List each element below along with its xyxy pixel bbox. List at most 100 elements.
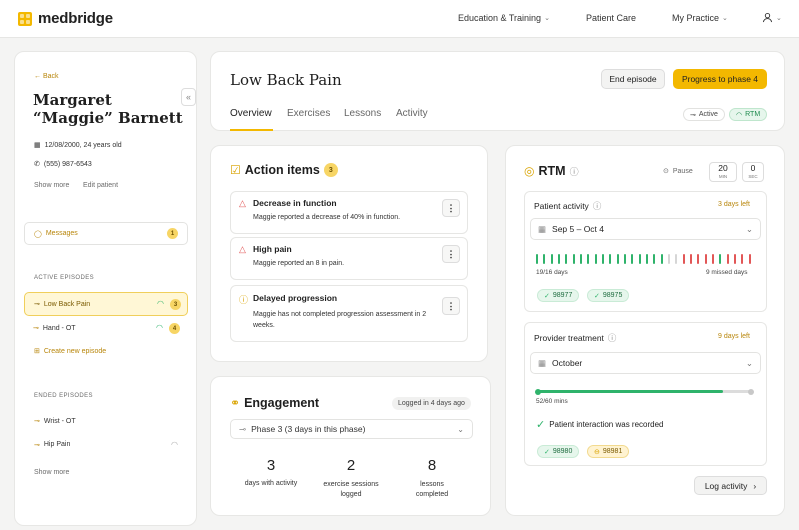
warning-triangle-icon: △ [239,198,246,208]
provider-days-left: 9 days left [718,333,750,340]
more-options-icon[interactable]: ⋮ [442,297,460,315]
activity-day-tick [675,254,678,264]
activity-missed-days: 9 missed days [706,269,748,276]
timer-sec-label: SEC [748,174,758,179]
patient-dob: ▦ 12/08/2000, 24 years old [34,141,122,150]
collapse-sidebar-button[interactable]: « [181,88,196,106]
tab-exercises[interactable]: Exercises [287,108,331,119]
show-more-link[interactable]: Show more [34,182,70,189]
action-item[interactable]: △ High pain Maggie reported an 8 in pain… [230,237,468,280]
rtm-title: RTM [538,164,566,178]
month-select-value: October [552,358,583,368]
back-link[interactable]: ← Back [34,73,59,80]
create-episode-label: Create new episode [43,347,107,355]
action-items-header: ☑ Action items 3 [230,163,338,177]
billing-code: 98981 [602,448,623,455]
messages-button[interactable]: ◯ Messages 1 [24,222,188,245]
info-icon[interactable]: ⓘ [569,166,579,177]
activity-day-tick [543,254,546,264]
activity-days-left: 3 days left [718,201,750,208]
action-item[interactable]: ⓘ Delayed progression Maggie has not com… [230,285,468,342]
nav-education-training[interactable]: Education & Training ⌄ [458,13,550,23]
medbridge-logo-icon [18,11,32,26]
chevron-down-icon: ⌄ [722,15,728,22]
timer-sec-value: 0 [750,163,756,173]
user-menu[interactable]: ⌄ [762,12,782,23]
log-activity-button[interactable]: Log activity › [694,476,767,495]
rtm-card: ◎ RTM ⓘ ⊙ Pause 20 MIN 0 SEC Patient acti… [505,145,785,516]
provider-treatment-panel: Provider treatment ⓘ 9 days left ▦ Octobe… [524,322,767,466]
phase-select[interactable]: ⊸ Phase 3 (3 days in this phase) ⌄ [230,419,473,439]
activity-day-tick [594,254,597,264]
action-item-desc: Maggie reported a decrease of 40% in fun… [253,214,401,221]
more-options-icon[interactable]: ⋮ [442,245,460,263]
treatment-minutes: 52/60 mins [536,398,568,405]
stat-label: days with activity [244,480,298,487]
action-items-title: Action items [244,163,320,177]
action-items-card: ☑ Action items 3 △ Decrease in function … [210,145,488,362]
check-circle-icon: ✓ [544,292,550,300]
edit-patient-link[interactable]: Edit patient [83,182,119,189]
provider-treatment-label: Provider treatment [534,333,604,343]
activity-day-tick [748,254,751,264]
treatment-progress-fill [537,390,724,393]
pause-label: Pause [672,167,693,175]
billing-code: 98977 [552,292,573,299]
timer-min-value: 20 [718,163,728,173]
chevron-down-icon: ⌄ [776,14,782,22]
chevron-down-icon: ⌄ [457,424,464,434]
activity-day-tick [565,254,568,264]
more-options-icon[interactable]: ⋮ [442,199,460,217]
patient-activity-panel: Patient activity ⓘ 3 days left ▦ Sep 5 – … [524,191,767,312]
patient-name: Margaret “Maggie” Barnett [33,91,183,127]
activity-day-tick [653,254,656,264]
nav-my-practice[interactable]: My Practice ⌄ [672,13,728,23]
episode-icon: ⊸ [34,441,40,449]
rtm-header: ◎ RTM ⓘ [524,164,579,178]
info-icon[interactable]: ⓘ [592,201,602,211]
timer-seconds: 0 SEC [742,162,764,182]
episode-icon: ⊸ [34,418,40,425]
provider-treatment-title: Provider treatment ⓘ [534,332,616,344]
chat-bubble-icon: ◯ [34,230,42,238]
chevron-down-icon: ⌄ [745,357,753,368]
month-select[interactable]: ▦ October ⌄ [530,352,761,374]
rtm-signal-icon: ◠ [736,111,743,119]
tab-activity[interactable]: Activity [396,108,428,119]
episode-low-back-pain[interactable]: ⊸ Low Back Pain ◠ 3 [24,292,188,316]
activity-day-tick [697,254,700,264]
action-item-title: Delayed progression [253,293,338,303]
nav-patient-care[interactable]: Patient Care [586,13,636,23]
pause-icon: ⊙ [663,168,669,175]
end-episode-button[interactable]: End episode [601,69,665,89]
back-label: Back [42,73,59,80]
tab-lessons[interactable]: Lessons [344,108,382,119]
billing-code: 98980 [552,448,573,455]
calendar-icon: ▦ [34,142,41,149]
rtm-signal-icon: ◠ [171,440,178,449]
action-item[interactable]: △ Decrease in function Maggie reported a… [230,191,468,234]
date-range-select[interactable]: ▦ Sep 5 – Oct 4 ⌄ [530,218,761,240]
episode-wrist-ot[interactable]: ⊸ Wrist - OT [34,417,76,426]
episode-hand-ot[interactable]: ⊸ Hand - OT ◠ 4 [24,318,188,340]
activity-day-tick [580,254,582,264]
activity-days-count: 19/16 days [536,269,568,276]
nav-patient-care-label: Patient Care [586,13,637,23]
patient-phone: ✆ (555) 987-6543 [34,160,92,169]
pause-button[interactable]: ⊙ Pause [663,167,693,176]
activity-day-tick [726,254,729,264]
status-rtm-badge: ◠ RTM [729,108,768,121]
create-new-episode-button[interactable]: ⊞ Create new episode [34,347,107,356]
activity-day-tick [646,254,648,264]
tab-overview[interactable]: Overview [230,108,272,119]
arrow-left-icon: ← [34,73,41,80]
messages-count-badge: 1 [167,228,178,239]
top-navigation-bar: medbridge Education & Training ⌄ Patient … [0,0,799,38]
episode-count-badge: 3 [170,299,181,310]
brand-logo[interactable]: medbridge [18,10,113,27]
info-icon[interactable]: ⓘ [607,333,617,343]
show-more-episodes-link[interactable]: Show more [34,469,70,476]
episode-hip-pain[interactable]: ⊸ Hip Pain ◠ [34,440,178,449]
action-item-title: High pain [253,244,292,254]
progress-phase-button[interactable]: Progress to phase 4 [673,69,767,89]
